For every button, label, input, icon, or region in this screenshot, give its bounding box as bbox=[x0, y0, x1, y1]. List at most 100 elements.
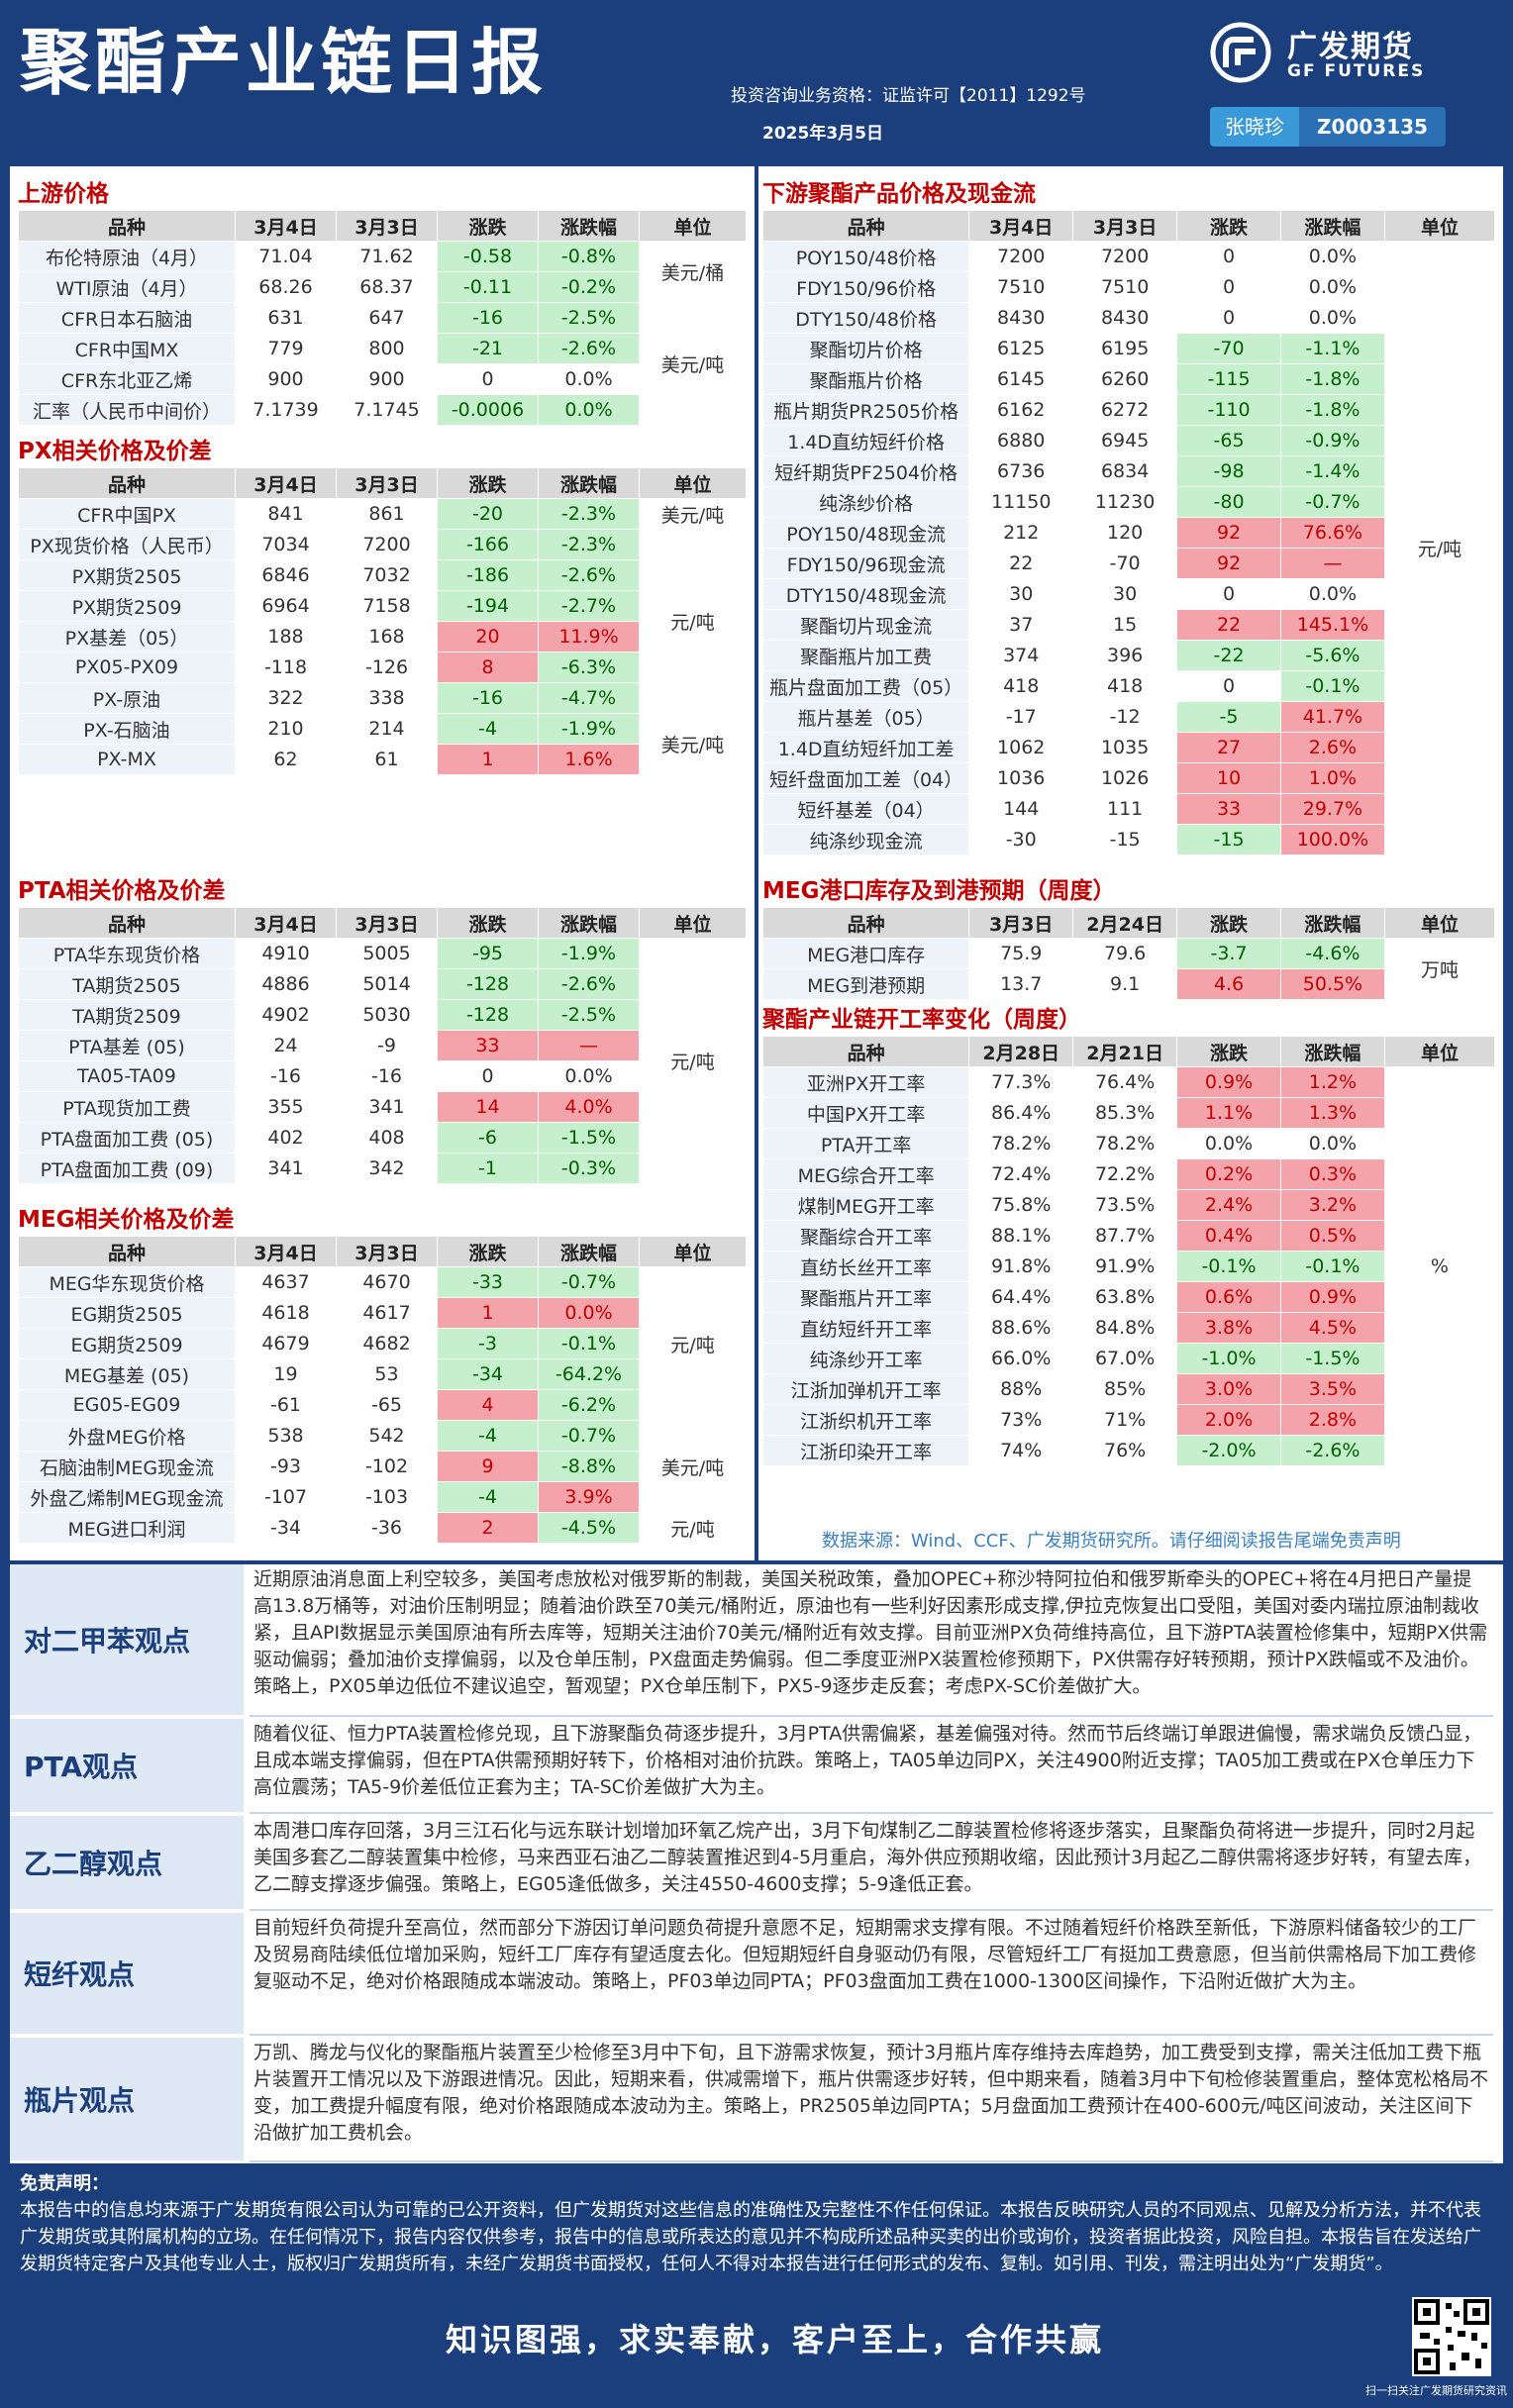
table-row: MEG到港预期 13.7 9.1 4.6 50.5% bbox=[761, 968, 1495, 1000]
table-row: EG期货2509 4679 4682 -3 -0.1% bbox=[18, 1328, 747, 1359]
change-cell: 4.0% bbox=[538, 1091, 640, 1123]
view-pta: PTA观点 随着仪征、恒力PTA装置检修兑现，且下游聚酯负荷逐步提升，3月PTA… bbox=[10, 1719, 1503, 1814]
value-cell: 7510 bbox=[968, 271, 1074, 303]
upstream-price-table: 品种 3月4日 3月3日 涨跌 涨跌幅 单位 布伦特原油（4月） 71.04 71.62 -0.5… bbox=[18, 210, 747, 426]
table-row: TA期货2505 4886 5014 -128 -2.6% bbox=[18, 968, 747, 1000]
column-header: 3月3日 bbox=[968, 907, 1074, 939]
change-cell: -1.1% bbox=[1279, 333, 1385, 364]
table-row: TA05-TA09 -16 -16 0 0.0% bbox=[18, 1060, 747, 1092]
section-title-operating: 聚酯产业链开工率变化（周度） bbox=[762, 1007, 1081, 1033]
change-cell: 2.4% bbox=[1176, 1189, 1281, 1221]
unit-cell: 元/吨 bbox=[1383, 241, 1496, 855]
change-cell: 10 bbox=[1176, 762, 1281, 794]
table-row: 1.4D直纺短纤加工差 1062 1035 27 2.6% bbox=[761, 732, 1495, 763]
item-name-cell: CFR中国PX bbox=[18, 498, 236, 530]
value-cell: 1026 bbox=[1072, 762, 1178, 794]
column-header: 涨跌幅 bbox=[538, 210, 640, 242]
logo-chinese-name: 广发期货 bbox=[1287, 30, 1414, 64]
change-cell: 0.9% bbox=[1176, 1066, 1281, 1098]
change-cell: 14 bbox=[437, 1091, 539, 1123]
change-cell: 0 bbox=[1176, 241, 1281, 272]
change-cell: 100.0% bbox=[1279, 824, 1385, 855]
value-cell: 6945 bbox=[1072, 425, 1178, 456]
value-cell: 6834 bbox=[1072, 455, 1178, 487]
value-cell: 7200 bbox=[1072, 241, 1178, 272]
value-cell: 4910 bbox=[235, 938, 337, 969]
value-cell: 11150 bbox=[968, 486, 1074, 518]
value-cell: 62 bbox=[235, 744, 337, 775]
change-cell: -6.3% bbox=[538, 652, 640, 683]
value-cell: 13.7 bbox=[968, 968, 1074, 1000]
change-cell: -4.6% bbox=[1279, 938, 1385, 969]
analyst-badge: 张晓珍 Z0003135 bbox=[1210, 107, 1446, 147]
value-cell: 71.04 bbox=[235, 241, 337, 272]
change-cell: -128 bbox=[437, 999, 539, 1031]
qr-code-icon[interactable] bbox=[1412, 2297, 1491, 2376]
item-name-cell: CFR中国MX bbox=[18, 333, 236, 364]
left-panel: 上游价格 品种 3月4日 3月3日 涨跌 涨跌幅 单位 布伦特原油（4月） 71.04 71.6… bbox=[10, 166, 755, 1560]
item-name-cell: PX期货2509 bbox=[18, 590, 236, 622]
column-header: 3月4日 bbox=[968, 210, 1074, 242]
value-cell: 8430 bbox=[968, 302, 1074, 334]
value-cell: 19 bbox=[235, 1358, 337, 1390]
value-cell: -102 bbox=[336, 1451, 438, 1482]
item-name-cell: 纯涤纱现金流 bbox=[761, 824, 970, 855]
column-header: 品种 bbox=[18, 210, 236, 242]
change-cell: — bbox=[538, 1030, 640, 1061]
change-cell: 1.6% bbox=[538, 744, 640, 775]
change-cell: -15 bbox=[1176, 824, 1281, 855]
table-row: 纯涤纱价格 11150 11230 -80 -0.7% bbox=[761, 486, 1495, 518]
change-cell: 2 bbox=[437, 1512, 539, 1544]
change-cell: 0.4% bbox=[1176, 1220, 1281, 1252]
change-cell: 0 bbox=[1176, 302, 1281, 334]
value-cell: 6846 bbox=[235, 559, 337, 591]
report-header: 聚酯产业链日报 投资咨询业务资格：证监许可【2011】1292号 2025年3月… bbox=[0, 0, 1513, 160]
value-cell: -16 bbox=[235, 1060, 337, 1092]
unit-cell: 元/吨 bbox=[639, 1512, 747, 1544]
item-name-cell: 聚酯综合开工率 bbox=[761, 1220, 970, 1252]
value-cell: 73% bbox=[968, 1404, 1074, 1436]
value-cell: 7034 bbox=[235, 529, 337, 560]
view-label-bottle-chip: 瓶片观点 bbox=[10, 2038, 244, 2162]
change-cell: -0.8% bbox=[538, 241, 640, 272]
unit-cell: 元/吨 bbox=[639, 529, 747, 714]
item-name-cell: 瓶片期货PR2505价格 bbox=[761, 394, 970, 426]
value-cell: 86.4% bbox=[968, 1097, 1074, 1129]
value-cell: -17 bbox=[968, 701, 1074, 733]
unit-cell: 万吨 bbox=[1383, 938, 1496, 1000]
item-name-cell: 亚洲PX开工率 bbox=[761, 1066, 970, 1098]
table-row: 直纺长丝开工率 91.8% 91.9% -0.1% -0.1% bbox=[761, 1251, 1495, 1282]
change-cell: -1.4% bbox=[1279, 455, 1385, 487]
value-cell: 7032 bbox=[336, 559, 438, 591]
change-cell: -0.11 bbox=[437, 271, 539, 303]
value-cell: 63.8% bbox=[1072, 1281, 1178, 1313]
downstream-price-table: 品种 3月4日 3月3日 涨跌 涨跌幅 单位 POY150/48价格 7200 7200 0 0.0… bbox=[761, 210, 1496, 855]
value-cell: 24 bbox=[235, 1030, 337, 1061]
table-row: 聚酯综合开工率 88.1% 87.7% 0.4% 0.5% bbox=[761, 1220, 1495, 1252]
item-name-cell: 石脑油制MEG现金流 bbox=[18, 1451, 236, 1482]
table-row: 江浙印染开工率 74% 76% -2.0% -2.6% bbox=[761, 1435, 1495, 1466]
change-cell: 0.0% bbox=[1279, 302, 1385, 334]
pta-price-table: 品种 3月4日 3月3日 涨跌 涨跌幅 单位 PTA华东现货价格 4910 5005 -95 -1.… bbox=[18, 907, 747, 1184]
value-cell: -126 bbox=[336, 652, 438, 683]
change-cell: 3.9% bbox=[538, 1481, 640, 1513]
change-cell: 27 bbox=[1176, 732, 1281, 763]
value-cell: 66.0% bbox=[968, 1343, 1074, 1374]
value-cell: 61 bbox=[336, 744, 438, 775]
change-cell: -0.0006 bbox=[437, 394, 539, 426]
value-cell: 9.1 bbox=[1072, 968, 1178, 1000]
value-cell: 5014 bbox=[336, 968, 438, 1000]
item-name-cell: PTA盘面加工费 (05) bbox=[18, 1122, 236, 1154]
table-row: DTY150/48价格 8430 8430 0 0.0% bbox=[761, 302, 1495, 334]
table-row: 外盘MEG价格 538 542 -4 -0.7% 美元/吨 bbox=[18, 1420, 747, 1513]
change-cell: 4.5% bbox=[1279, 1312, 1385, 1344]
value-cell: 78.2% bbox=[1072, 1128, 1178, 1159]
change-cell: -2.6% bbox=[538, 333, 640, 364]
column-header: 涨跌 bbox=[437, 907, 539, 939]
table-row: PX期货2505 6846 7032 -186 -2.6% bbox=[18, 559, 747, 591]
table-row: 石脑油制MEG现金流 -93 -102 9 -8.8% bbox=[18, 1451, 747, 1482]
value-cell: -107 bbox=[235, 1481, 337, 1513]
item-name-cell: PX期货2505 bbox=[18, 559, 236, 591]
table-row: CFR日本石脑油 631 647 -16 -2.5% 美元/吨 bbox=[18, 302, 747, 426]
value-cell: -15 bbox=[1072, 824, 1178, 855]
